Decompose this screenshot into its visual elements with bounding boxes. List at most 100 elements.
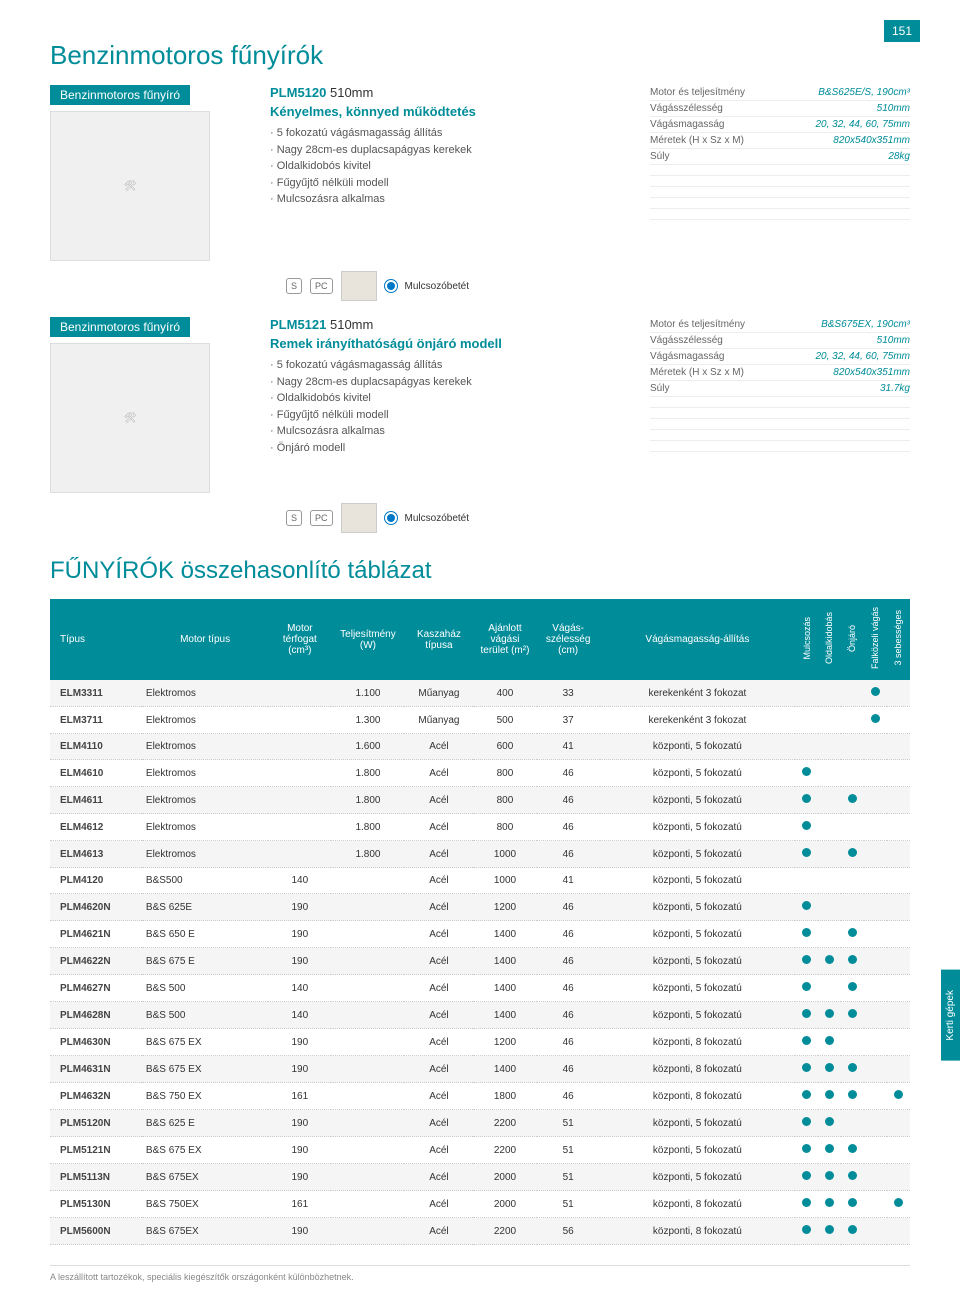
- flag-cell: [887, 734, 910, 760]
- table-cell: 190: [268, 894, 331, 921]
- flag-cell: [795, 707, 818, 734]
- dot-icon: [848, 1171, 857, 1180]
- flag-cell: [841, 841, 864, 868]
- flag-cell: [864, 841, 887, 868]
- table-cell: ELM4610: [50, 760, 142, 787]
- flag-cell: [795, 1029, 818, 1056]
- dot-icon: [848, 928, 857, 937]
- table-row: PLM4632NB&S 750 EX161Acél180046központi,…: [50, 1083, 910, 1110]
- table-cell: Acél: [404, 1137, 473, 1164]
- table-cell: [268, 787, 331, 814]
- table-row: PLM5600NB&S 675EX190Acél220056központi, …: [50, 1218, 910, 1245]
- flag-cell: [841, 1137, 864, 1164]
- table-cell: Műanyag: [404, 707, 473, 734]
- flag-cell: [887, 1164, 910, 1191]
- dot-icon: [825, 1144, 834, 1153]
- accessory-row: SPCMulcsozóbetét: [286, 503, 910, 533]
- table-cell: 400: [473, 680, 536, 707]
- table-cell: Elektromos: [142, 814, 268, 841]
- dot-icon: [848, 1144, 857, 1153]
- table-cell: PLM4621N: [50, 921, 142, 948]
- table-cell: központi, 8 fokozatú: [600, 1029, 795, 1056]
- table-cell: B&S 750EX: [142, 1191, 268, 1218]
- table-cell: 1.600: [331, 734, 404, 760]
- table-cell: 1200: [473, 1029, 536, 1056]
- accessory-label: Mulcsozóbetét: [405, 513, 469, 524]
- dot-icon: [848, 1063, 857, 1072]
- cert-icon: PC: [310, 278, 333, 294]
- table-cell: központi, 5 fokozatú: [600, 1002, 795, 1029]
- table-row: ELM4611Elektromos1.800Acél80046központi,…: [50, 787, 910, 814]
- table-cell: központi, 5 fokozatú: [600, 1110, 795, 1137]
- table-cell: 1400: [473, 975, 536, 1002]
- table-row: ELM3311Elektromos1.100Műanyag40033kereke…: [50, 680, 910, 707]
- table-cell: Acél: [404, 787, 473, 814]
- table-cell: Acél: [404, 1083, 473, 1110]
- table-cell: 1000: [473, 868, 536, 894]
- flag-cell: [887, 707, 910, 734]
- table-cell: B&S 500: [142, 975, 268, 1002]
- table-cell: Acél: [404, 1191, 473, 1218]
- flag-cell: [818, 760, 841, 787]
- table-cell: 46: [537, 841, 600, 868]
- flag-cell: [818, 868, 841, 894]
- table-cell: ELM4110: [50, 734, 142, 760]
- table-cell: B&S 675EX: [142, 1218, 268, 1245]
- table-cell: kerekenként 3 fokozat: [600, 680, 795, 707]
- table-cell: 1400: [473, 1056, 536, 1083]
- flag-cell: [818, 1056, 841, 1083]
- dot-icon: [871, 714, 880, 723]
- dot-icon: [802, 1171, 811, 1180]
- table-cell: 51: [537, 1137, 600, 1164]
- table-row: PLM5121NB&S 675 EX190Acél220051központi,…: [50, 1137, 910, 1164]
- accessory-thumb: [341, 503, 377, 533]
- flag-cell: [887, 921, 910, 948]
- table-row: PLM5113NB&S 675EX190Acél200051központi, …: [50, 1164, 910, 1191]
- table-cell: [331, 1137, 404, 1164]
- table-cell: PLM5130N: [50, 1191, 142, 1218]
- table-cell: PLM4631N: [50, 1056, 142, 1083]
- flag-cell: [887, 894, 910, 921]
- spec-table: Motor és teljesítményB&S675EX, 190cm³Vág…: [650, 317, 910, 493]
- bullet-icon: [385, 512, 397, 524]
- flag-cell: [818, 1218, 841, 1245]
- table-cell: [331, 1218, 404, 1245]
- table-cell: B&S 675 E: [142, 948, 268, 975]
- flag-cell: [795, 1191, 818, 1218]
- flag-cell: [795, 948, 818, 975]
- table-cell: [331, 868, 404, 894]
- table-row: PLM4621NB&S 650 E190Acél140046központi, …: [50, 921, 910, 948]
- table-cell: 56: [537, 1218, 600, 1245]
- flag-cell: [818, 734, 841, 760]
- dot-icon: [825, 1117, 834, 1126]
- table-cell: Acél: [404, 814, 473, 841]
- comparison-table: TípusMotor típusMotor térfogat (cm³)Telj…: [50, 599, 910, 1245]
- flag-cell: [795, 787, 818, 814]
- flag-cell: [864, 1137, 887, 1164]
- side-tab: Kerti gépek: [941, 970, 960, 1061]
- table-cell: Acél: [404, 1002, 473, 1029]
- dot-icon: [802, 1036, 811, 1045]
- product-image: 🛠: [50, 343, 210, 493]
- table-cell: 190: [268, 921, 331, 948]
- flag-cell: [841, 868, 864, 894]
- flag-cell: [864, 814, 887, 841]
- table-cell: ELM3711: [50, 707, 142, 734]
- table-cell: 1800: [473, 1083, 536, 1110]
- flag-cell: [818, 1029, 841, 1056]
- table-cell: Acél: [404, 1110, 473, 1137]
- table-row: PLM4628NB&S 500140Acél140046központi, 5 …: [50, 1002, 910, 1029]
- table-cell: központi, 5 fokozatú: [600, 1164, 795, 1191]
- table-header: Vágás-szélesség (cm): [537, 599, 600, 680]
- comparison-title: FŰNYÍRÓK összehasonlító táblázat: [50, 557, 910, 585]
- table-row: ELM4613Elektromos1.800Acél100046központi…: [50, 841, 910, 868]
- table-header: Ajánlott vágási terület (m²): [473, 599, 536, 680]
- table-cell: 2200: [473, 1110, 536, 1137]
- table-cell: PLM4630N: [50, 1029, 142, 1056]
- category-badge: Benzinmotoros fűnyíró: [50, 317, 190, 337]
- accessory-thumb: [341, 271, 377, 301]
- flag-cell: [864, 1191, 887, 1218]
- table-cell: Acél: [404, 841, 473, 868]
- flag-cell: [864, 1029, 887, 1056]
- flag-cell: [818, 707, 841, 734]
